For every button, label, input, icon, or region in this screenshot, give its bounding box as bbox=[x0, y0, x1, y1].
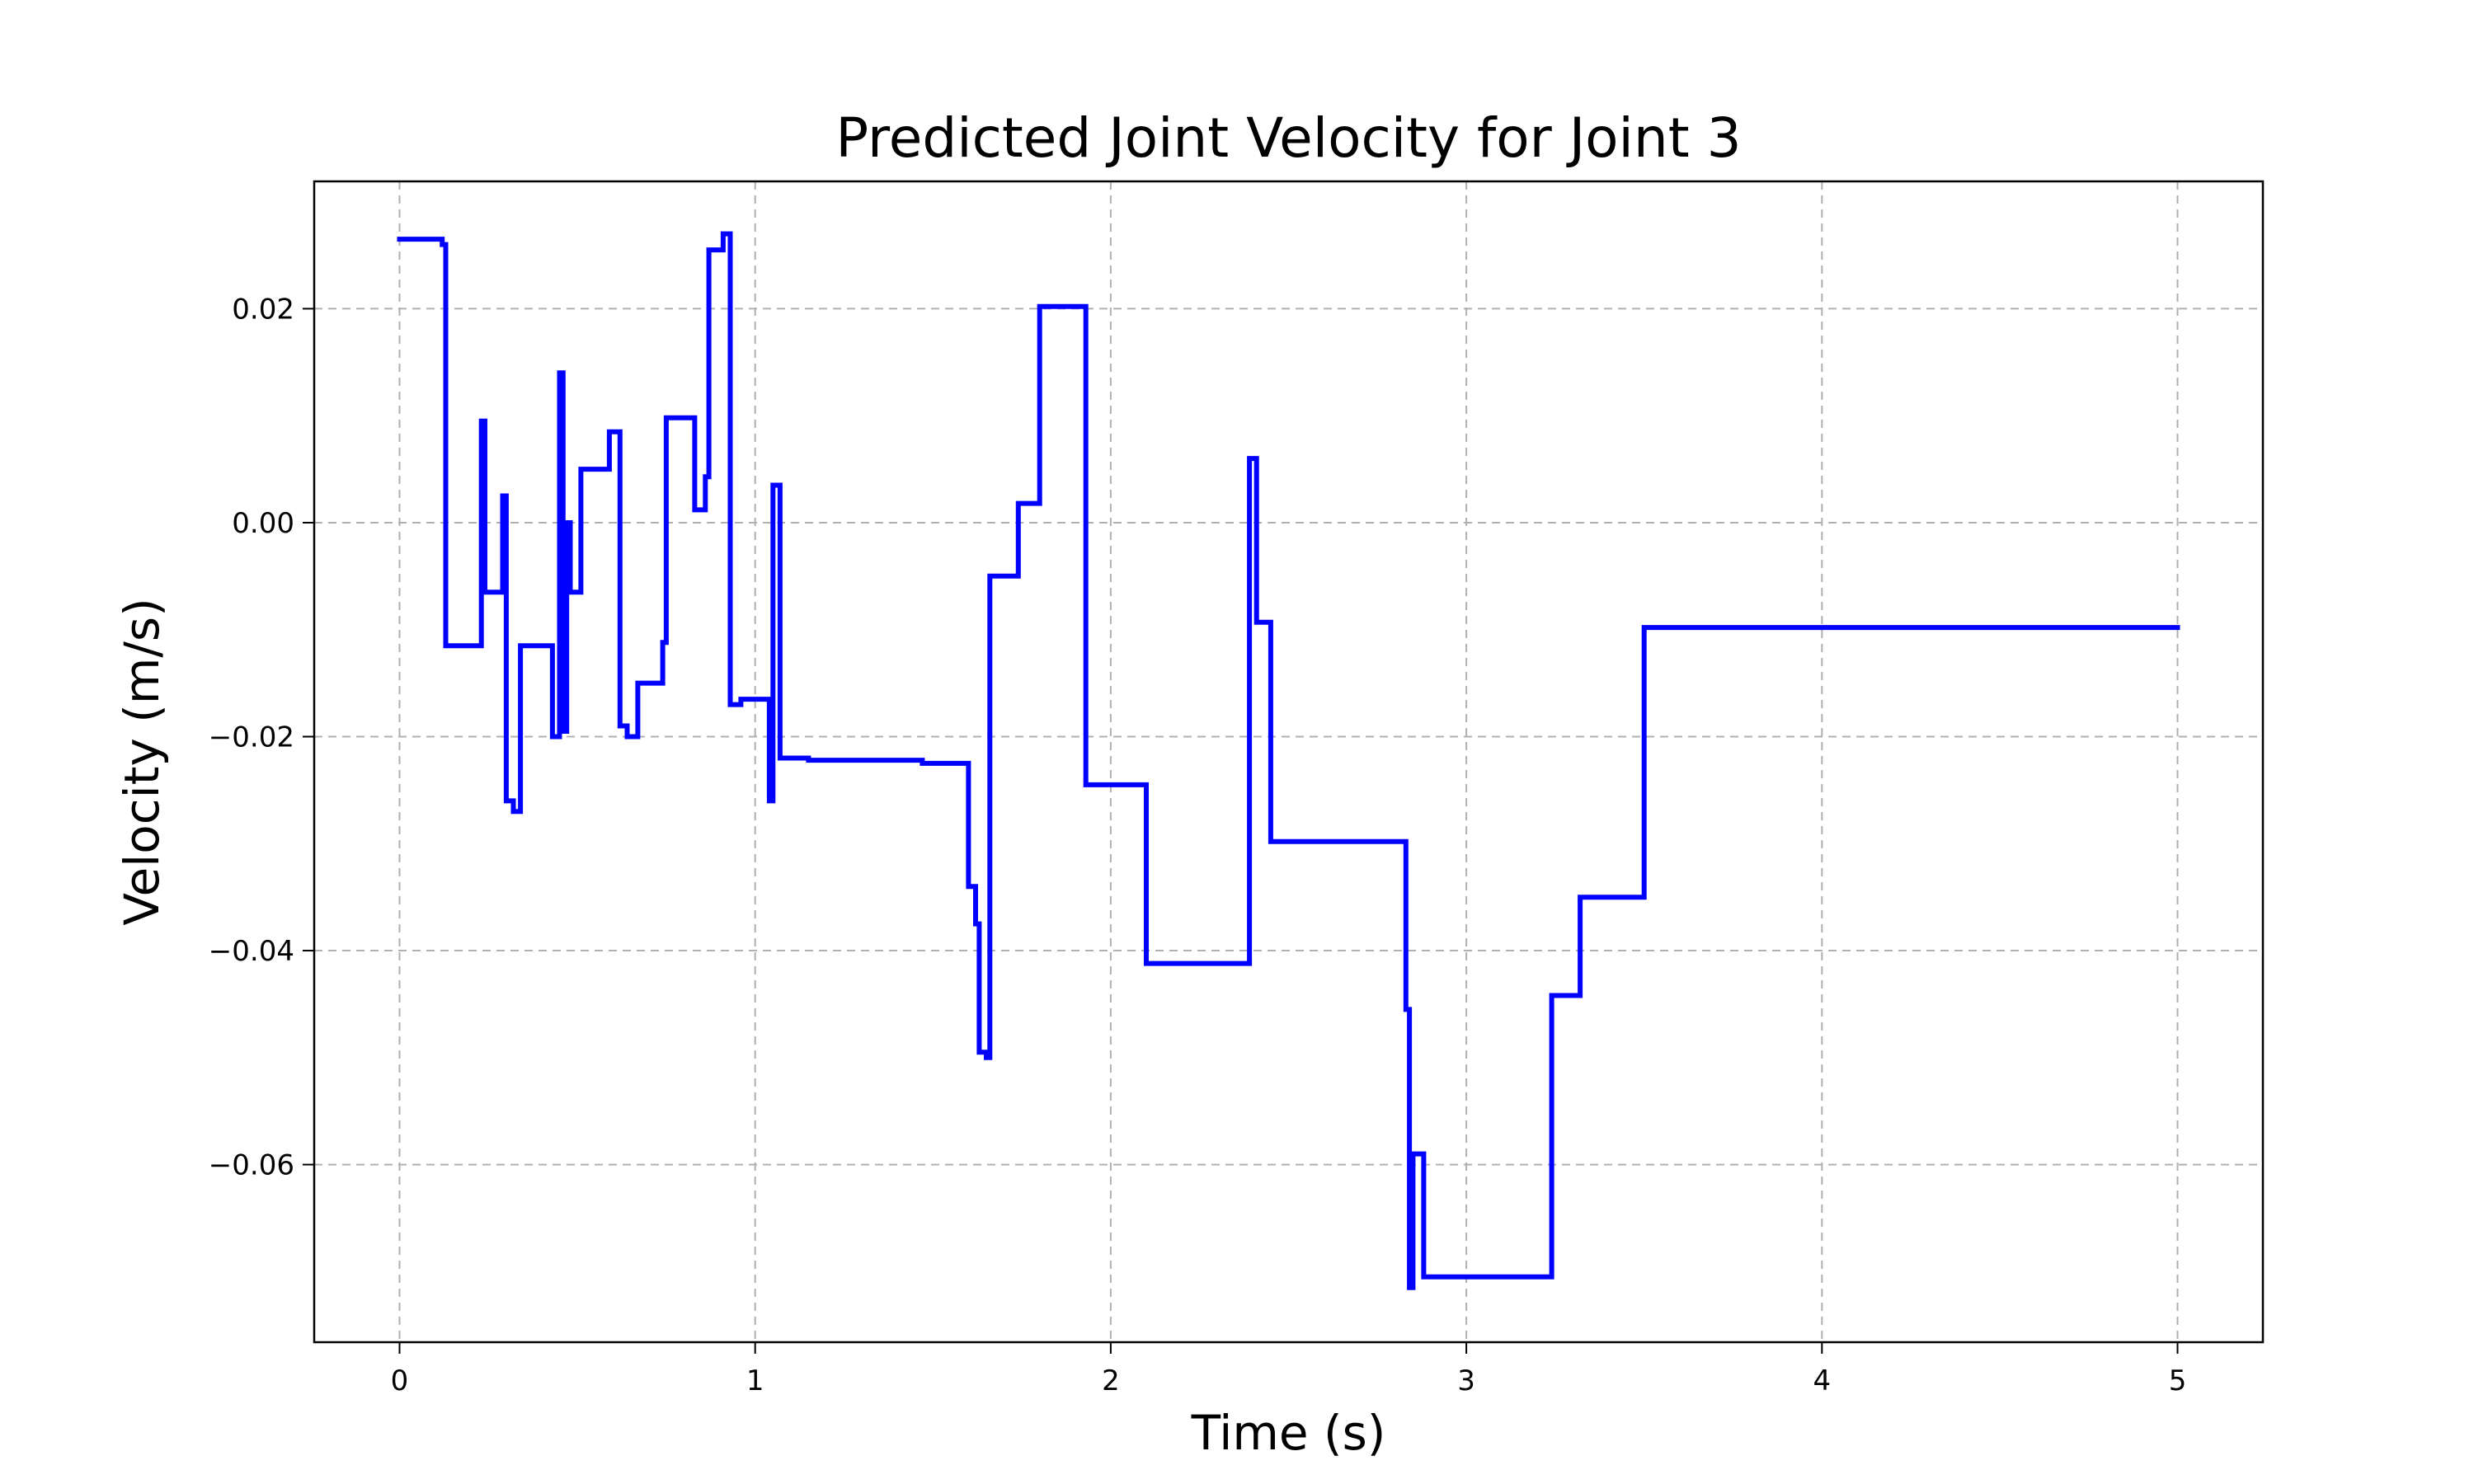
y-tick-label: −0.02 bbox=[209, 721, 294, 754]
chart-title: Predicted Joint Velocity for Joint 3 bbox=[835, 106, 1741, 170]
tick-layer: 0 1 2 3 4 5 0.02 0.00 −0.02 −0.04 −0.06 bbox=[209, 293, 2187, 1397]
x-tick-label: 5 bbox=[2169, 1364, 2187, 1397]
x-axis-title: Time (s) bbox=[1191, 1405, 1386, 1461]
x-tick-label: 3 bbox=[1457, 1364, 1475, 1397]
y-tick-label: 0.02 bbox=[232, 293, 294, 326]
y-axis-title: Velocity (m/s) bbox=[114, 598, 170, 925]
x-tick-label: 1 bbox=[746, 1364, 764, 1397]
plot-frame bbox=[313, 180, 2265, 1344]
series-line bbox=[397, 231, 2180, 1290]
y-tick-label: −0.06 bbox=[209, 1149, 294, 1182]
y-tick-label: −0.04 bbox=[209, 935, 294, 968]
x-tick-label: 2 bbox=[1102, 1364, 1120, 1397]
x-tick-label: 0 bbox=[391, 1364, 409, 1397]
series-layer bbox=[397, 231, 2180, 1290]
x-tick-label: 4 bbox=[1813, 1364, 1831, 1397]
y-tick-label: 0.00 bbox=[232, 507, 294, 540]
